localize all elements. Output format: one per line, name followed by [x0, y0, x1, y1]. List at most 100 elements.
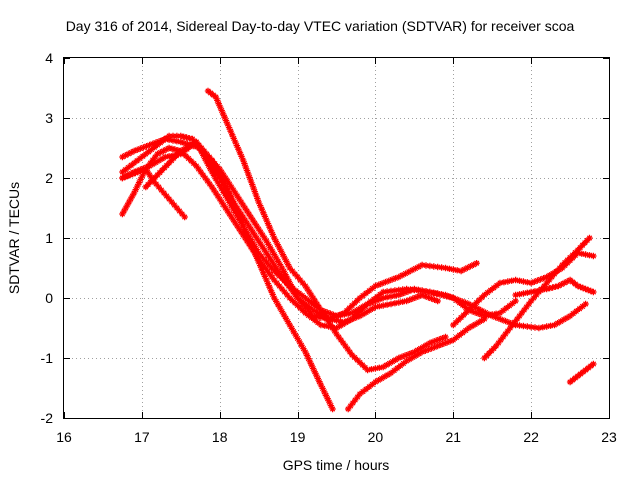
y-tick-label: -1 — [41, 350, 54, 366]
data-point — [383, 294, 391, 301]
data-point — [151, 144, 158, 151]
data-point — [220, 180, 228, 187]
data-point — [552, 268, 560, 275]
data-point — [311, 368, 318, 375]
data-point — [473, 299, 480, 306]
data-point — [193, 162, 200, 170]
data-point — [333, 330, 340, 338]
data-point — [349, 399, 356, 407]
data-point — [183, 134, 190, 141]
data-point — [264, 267, 271, 275]
data-point — [154, 141, 161, 149]
data-point — [512, 276, 519, 284]
data-point — [265, 252, 272, 260]
data-point — [383, 301, 391, 308]
data-point — [276, 304, 284, 312]
data-point — [237, 198, 245, 206]
data-point — [566, 276, 574, 284]
data-point — [195, 165, 202, 173]
data-point — [566, 257, 574, 264]
data-point — [119, 174, 126, 182]
data-point — [373, 293, 381, 300]
data-point — [203, 150, 210, 158]
data-point — [151, 153, 159, 161]
data-point — [265, 261, 273, 269]
data-point — [264, 280, 272, 287]
data-point — [212, 189, 219, 197]
data-point — [127, 171, 134, 179]
data-point — [140, 144, 147, 151]
data-point — [155, 157, 163, 164]
data-point — [234, 222, 241, 230]
data-point — [509, 300, 516, 307]
data-point — [378, 375, 385, 382]
data-point — [163, 146, 170, 153]
data-point — [180, 139, 188, 147]
data-point — [137, 145, 144, 152]
data-point — [284, 318, 291, 325]
data-point — [208, 168, 216, 176]
data-point — [225, 190, 233, 197]
data-point — [273, 264, 280, 272]
data-point — [286, 321, 293, 329]
x-tick-label: 21 — [445, 429, 461, 445]
data-point — [348, 351, 356, 359]
data-point — [215, 100, 222, 107]
data-point — [184, 140, 191, 148]
data-point — [539, 324, 546, 331]
data-point — [430, 263, 437, 270]
data-point — [303, 302, 311, 309]
data-point — [555, 282, 562, 290]
data-point — [210, 186, 218, 194]
data-point — [535, 287, 543, 294]
data-point — [247, 225, 255, 233]
data-point — [182, 152, 190, 160]
data-point — [208, 183, 216, 191]
data-point — [359, 388, 367, 395]
data-point — [411, 348, 418, 356]
data-point — [471, 309, 479, 316]
data-point — [475, 319, 482, 326]
data-point — [439, 335, 446, 342]
x-tick-label: 18 — [212, 429, 228, 445]
data-point — [125, 150, 132, 158]
data-point — [481, 354, 488, 362]
data-point — [215, 170, 222, 177]
data-point — [238, 219, 245, 226]
data-point — [361, 303, 369, 310]
data-point — [180, 133, 187, 140]
data-point — [289, 267, 296, 275]
data-point — [380, 302, 387, 309]
data-point — [128, 162, 135, 169]
data-point — [574, 249, 582, 257]
data-point — [142, 150, 149, 158]
data-point — [316, 310, 323, 317]
x-axis-label: GPS time / hours — [283, 457, 390, 473]
data-point — [278, 308, 286, 315]
data-point — [142, 183, 149, 191]
data-point — [294, 273, 301, 281]
data-point — [274, 241, 281, 248]
data-point — [241, 226, 248, 233]
data-point — [573, 308, 580, 315]
data-point — [346, 304, 353, 312]
data-point — [226, 199, 233, 206]
data-point — [433, 290, 440, 297]
data-point — [228, 183, 235, 191]
data-point — [269, 247, 276, 255]
data-point — [140, 169, 148, 176]
data-point — [359, 305, 366, 313]
data-point — [273, 254, 280, 262]
data-point — [395, 299, 402, 306]
data-point — [520, 306, 528, 314]
data-point — [590, 252, 597, 260]
data-point — [163, 162, 170, 169]
data-point — [462, 299, 469, 306]
data-point — [331, 327, 338, 335]
data-point — [364, 300, 371, 308]
data-point — [158, 186, 165, 194]
data-point — [305, 297, 312, 304]
data-point — [556, 266, 563, 273]
data-point — [502, 330, 509, 338]
data-point — [308, 314, 315, 321]
